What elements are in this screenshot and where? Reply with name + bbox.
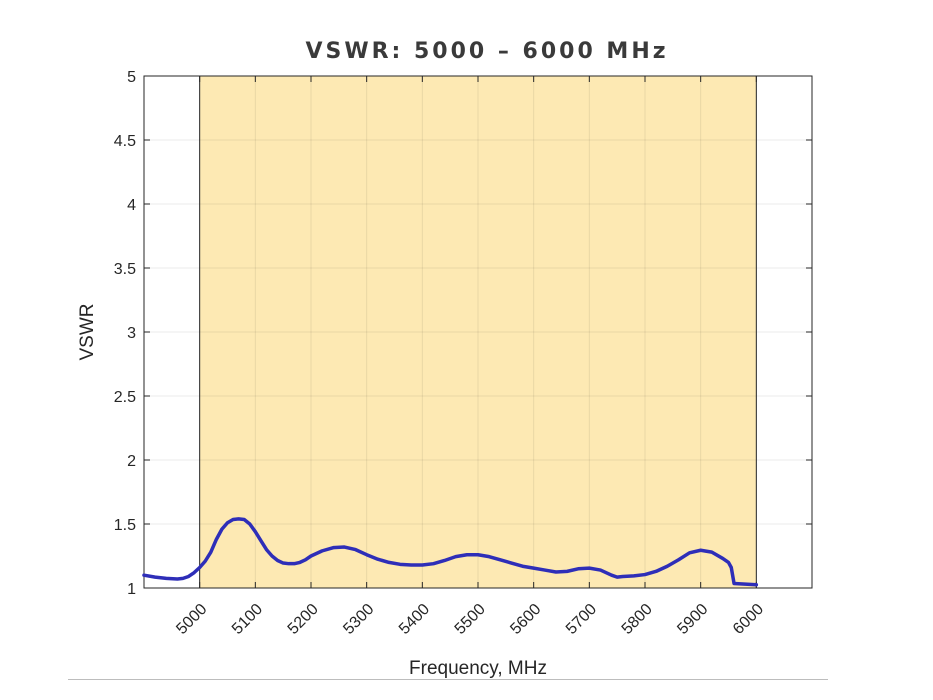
y-axis-label: VSWR xyxy=(77,304,98,361)
y-tick-label: 3.5 xyxy=(114,261,136,278)
bottom-divider xyxy=(68,679,828,680)
y-tick-label: 3 xyxy=(127,325,136,342)
y-tick-label: 4 xyxy=(127,197,136,214)
x-tick-label: 5700 xyxy=(563,601,600,638)
y-tick-label: 2.5 xyxy=(114,389,136,406)
chart-title: VSWR: 5000 – 6000 MHz xyxy=(305,39,668,64)
x-tick-label: 6000 xyxy=(730,601,767,638)
x-tick-label: 5900 xyxy=(674,601,711,638)
x-axis-label: Frequency, MHz xyxy=(409,658,547,679)
x-tick-label: 5000 xyxy=(173,601,210,638)
vswr-series-line xyxy=(142,517,759,587)
y-tick-label: 4.5 xyxy=(114,133,136,150)
x-tick-label: 5800 xyxy=(619,601,656,638)
frequency-band-highlight xyxy=(199,76,757,588)
y-axis: 1 1.5 2 2.5 3 3.5 4 4.5 5 xyxy=(114,69,812,598)
x-tick-label: 5100 xyxy=(229,601,266,638)
y-tick-label: 1 xyxy=(127,581,136,598)
x-tick-label: 5400 xyxy=(396,601,433,638)
x-tick-label: 5300 xyxy=(340,601,377,638)
y-tick-label: 1.5 xyxy=(114,517,136,534)
x-tick-label: 5200 xyxy=(285,601,322,638)
y-tick-label: 2 xyxy=(127,453,136,470)
y-tick-label: 5 xyxy=(127,69,136,86)
x-tick-label: 5600 xyxy=(507,601,544,638)
x-tick-label: 5500 xyxy=(452,601,489,638)
